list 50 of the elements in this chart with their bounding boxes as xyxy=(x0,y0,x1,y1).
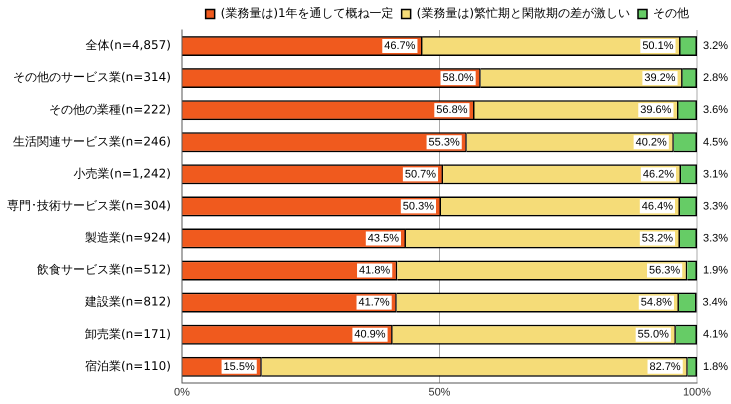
x-tick-label: 100% xyxy=(682,386,712,398)
x-tick-label: 0% xyxy=(174,386,190,398)
data-label: 3.1% xyxy=(703,168,728,180)
data-label: 55.0% xyxy=(638,328,670,341)
y-tick-label: 専門･技術サービス業(n=304) xyxy=(6,198,171,213)
data-label: 50.1% xyxy=(642,40,674,52)
data-label: 1.9% xyxy=(703,264,728,277)
data-label: 15.5% xyxy=(224,360,255,373)
x-tick-label: 50% xyxy=(428,386,451,398)
data-label: 3.3% xyxy=(703,200,728,212)
data-label: 46.7% xyxy=(384,40,416,52)
data-label: 39.2% xyxy=(644,72,676,84)
data-label: 40.2% xyxy=(636,136,668,148)
data-label: 43.5% xyxy=(368,232,400,245)
data-label: 41.7% xyxy=(358,296,390,309)
y-tick-label: 製造業(n=924) xyxy=(84,230,171,245)
data-label: 54.8% xyxy=(640,296,672,309)
data-label: 46.4% xyxy=(642,200,674,212)
y-tick-label: その他の業種(n=222) xyxy=(48,102,171,116)
data-label: 82.7% xyxy=(650,360,681,373)
data-label: 56.8% xyxy=(436,104,468,116)
data-label: 3.3% xyxy=(703,232,728,245)
y-tick-label: その他のサービス業(n=314) xyxy=(12,70,171,84)
y-tick-label: 建設業(n=812) xyxy=(84,294,171,309)
data-label: 2.8% xyxy=(703,72,728,84)
legend-label: (業務量は)繁忙期と閑散期の差が激しい xyxy=(416,6,630,20)
y-tick-label: 全体(n=4,857) xyxy=(86,38,171,52)
y-tick-label: 宿泊業(n=110) xyxy=(84,358,171,373)
data-label: 3.4% xyxy=(702,296,728,309)
data-label: 55.3% xyxy=(428,136,460,148)
data-label: 39.6% xyxy=(640,104,672,116)
legend-label: その他 xyxy=(653,6,689,20)
y-tick-label: 生活関連サービス業(n=246) xyxy=(12,134,171,148)
data-label: 40.9% xyxy=(354,328,386,341)
y-tick-label: 卸売業(n=171) xyxy=(84,326,171,341)
data-label: 1.8% xyxy=(703,360,728,373)
data-label: 4.5% xyxy=(703,136,728,148)
data-label: 58.0% xyxy=(442,72,474,84)
data-label: 3.6% xyxy=(703,104,728,116)
y-tick-label: 小売業(n=1,242) xyxy=(74,166,171,180)
data-label: 46.2% xyxy=(642,168,674,180)
data-label: 56.3% xyxy=(649,264,680,277)
data-label: 41.8% xyxy=(359,264,390,277)
data-label: 50.7% xyxy=(404,168,436,180)
data-label: 53.2% xyxy=(642,232,674,245)
data-label: 50.3% xyxy=(402,200,434,212)
y-tick-label: 飲食サービス業(n=512) xyxy=(36,262,171,277)
data-label: 4.1% xyxy=(703,328,728,341)
legend-label: (業務量は)1年を通して概ね一定 xyxy=(220,6,394,20)
data-label: 3.2% xyxy=(703,40,728,52)
